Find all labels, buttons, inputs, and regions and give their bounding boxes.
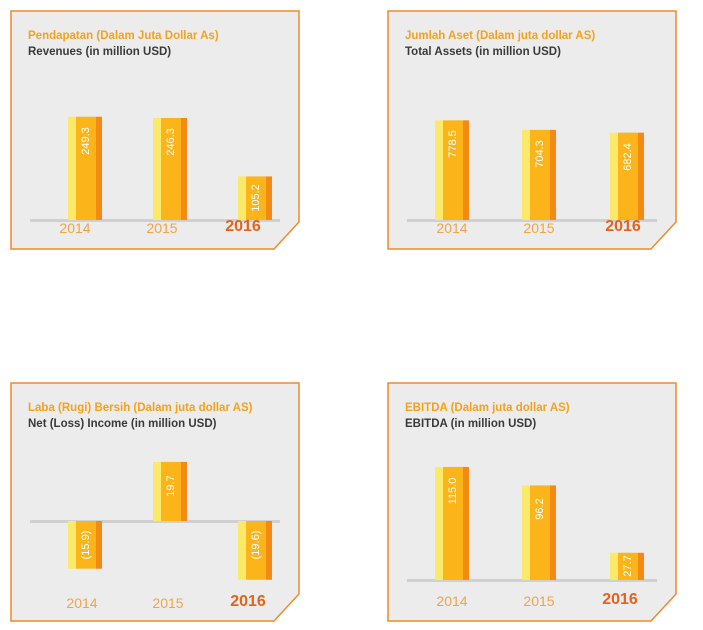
bar	[522, 129, 556, 220]
bar-face-front	[76, 521, 96, 569]
bar	[435, 120, 469, 220]
ebitda-chart-panel: EBITDA (Dalam juta dollar AS) EBITDA (in…	[387, 382, 677, 622]
bar-face-left	[153, 117, 161, 220]
chart-subtitle: Revenues (in million USD)	[28, 46, 172, 58]
bar-value-label: 246.3	[165, 128, 177, 156]
bar-face-front	[246, 176, 266, 220]
bar-face-front	[161, 461, 181, 521]
category-label: 2015	[146, 220, 178, 236]
bar-value-label: 778.5	[447, 130, 459, 159]
bar-face-right	[463, 466, 469, 580]
total-assets-chart-panel: Jumlah Aset (Dalam juta dollar AS) Total…	[387, 10, 677, 250]
bar-face-right	[550, 129, 556, 220]
bar	[238, 521, 272, 580]
baseline	[30, 219, 280, 222]
chart-subtitle: EBITDA (in million USD)	[405, 418, 537, 430]
bar-value-label: 105.2	[250, 184, 262, 212]
chart-title: Jumlah Aset (Dalam juta dollar AS)	[405, 30, 596, 42]
chart-title: Pendapatan (Dalam Juta Dollar As)	[28, 30, 219, 42]
category-label: 2015	[523, 593, 555, 609]
bar-value-label: 249.3	[80, 126, 92, 155]
bar-face-right	[266, 521, 272, 580]
chart-subtitle: Total Assets (in million USD)	[405, 46, 561, 58]
chart-title: EBITDA (Dalam juta dollar AS)	[405, 402, 570, 414]
bar-face-right	[638, 132, 644, 220]
total-assets-chart	[387, 10, 677, 250]
bar	[238, 176, 272, 220]
bar-face-left	[153, 461, 161, 521]
bar-face-right	[550, 485, 556, 580]
bar-value-label: 682.4	[622, 142, 634, 171]
category-label: 2015	[152, 595, 184, 611]
bar	[435, 466, 469, 580]
bar-face-right	[96, 521, 102, 569]
bar-value-label: (15.9)	[80, 530, 92, 560]
ebitda-chart	[387, 382, 677, 622]
bar-value-label: 19.7	[165, 475, 177, 497]
bar-face-right	[181, 461, 187, 521]
bar	[153, 461, 187, 521]
bar	[610, 132, 644, 220]
bar-face-left	[522, 129, 530, 220]
bar-face-left	[68, 521, 76, 569]
chart-title: Laba (Rugi) Bersih (Dalam juta dollar AS…	[28, 402, 253, 414]
bar-face-left	[238, 176, 246, 220]
bar-face-left	[238, 521, 246, 580]
bar	[153, 117, 187, 220]
bar-face-right	[181, 117, 187, 220]
category-label-current: 2016	[605, 218, 641, 235]
category-label: 2015	[523, 220, 555, 236]
bar-face-front	[530, 129, 550, 220]
bar-face-left	[610, 552, 618, 580]
baseline	[407, 579, 657, 582]
bar-face-front	[443, 120, 463, 220]
category-label-current: 2016	[225, 218, 261, 235]
bar-face-front	[246, 521, 266, 580]
bar-face-left	[610, 132, 618, 220]
net-income-chart-panel: Laba (Rugi) Bersih (Dalam juta dollar AS…	[10, 382, 300, 622]
category-label: 2014	[436, 220, 468, 236]
bar-face-right	[266, 176, 272, 220]
bar-value-label: 704.3	[534, 140, 546, 168]
baseline	[30, 520, 280, 523]
bar-face-front	[443, 466, 463, 580]
category-label-current: 2016	[230, 593, 266, 610]
bar-face-front	[618, 132, 638, 220]
bar	[68, 521, 102, 569]
bar-value-label: (19.6)	[250, 530, 262, 560]
category-label: 2014	[59, 220, 91, 236]
bar-face-right	[638, 552, 644, 580]
category-label-current: 2016	[602, 591, 638, 608]
category-label: 2014	[66, 595, 98, 611]
bar-value-label: 96.2	[534, 498, 546, 521]
bar-value-label: 115.0	[447, 477, 459, 505]
bar-face-left	[435, 466, 443, 580]
net-income-chart	[10, 382, 300, 622]
bar-face-left	[68, 116, 76, 220]
revenue-chart-panel: Pendapatan (Dalam Juta Dollar As) Revenu…	[10, 10, 300, 250]
baseline	[407, 219, 657, 222]
bar-face-front	[76, 116, 96, 220]
bar-face-front	[161, 117, 181, 220]
bar-value-label: 27.7	[622, 555, 634, 578]
bar-face-left	[522, 485, 530, 580]
bar-face-right	[96, 116, 102, 220]
bar-face-left	[435, 120, 443, 220]
chart-subtitle: Net (Loss) Income (in million USD)	[28, 418, 217, 430]
bar-face-front	[530, 485, 550, 580]
bar	[522, 485, 556, 580]
bar	[610, 552, 644, 580]
category-label: 2014	[436, 593, 468, 609]
bar-face-right	[463, 120, 469, 220]
revenue-chart	[10, 10, 300, 250]
bar	[68, 116, 102, 220]
bar-face-front	[618, 552, 638, 580]
